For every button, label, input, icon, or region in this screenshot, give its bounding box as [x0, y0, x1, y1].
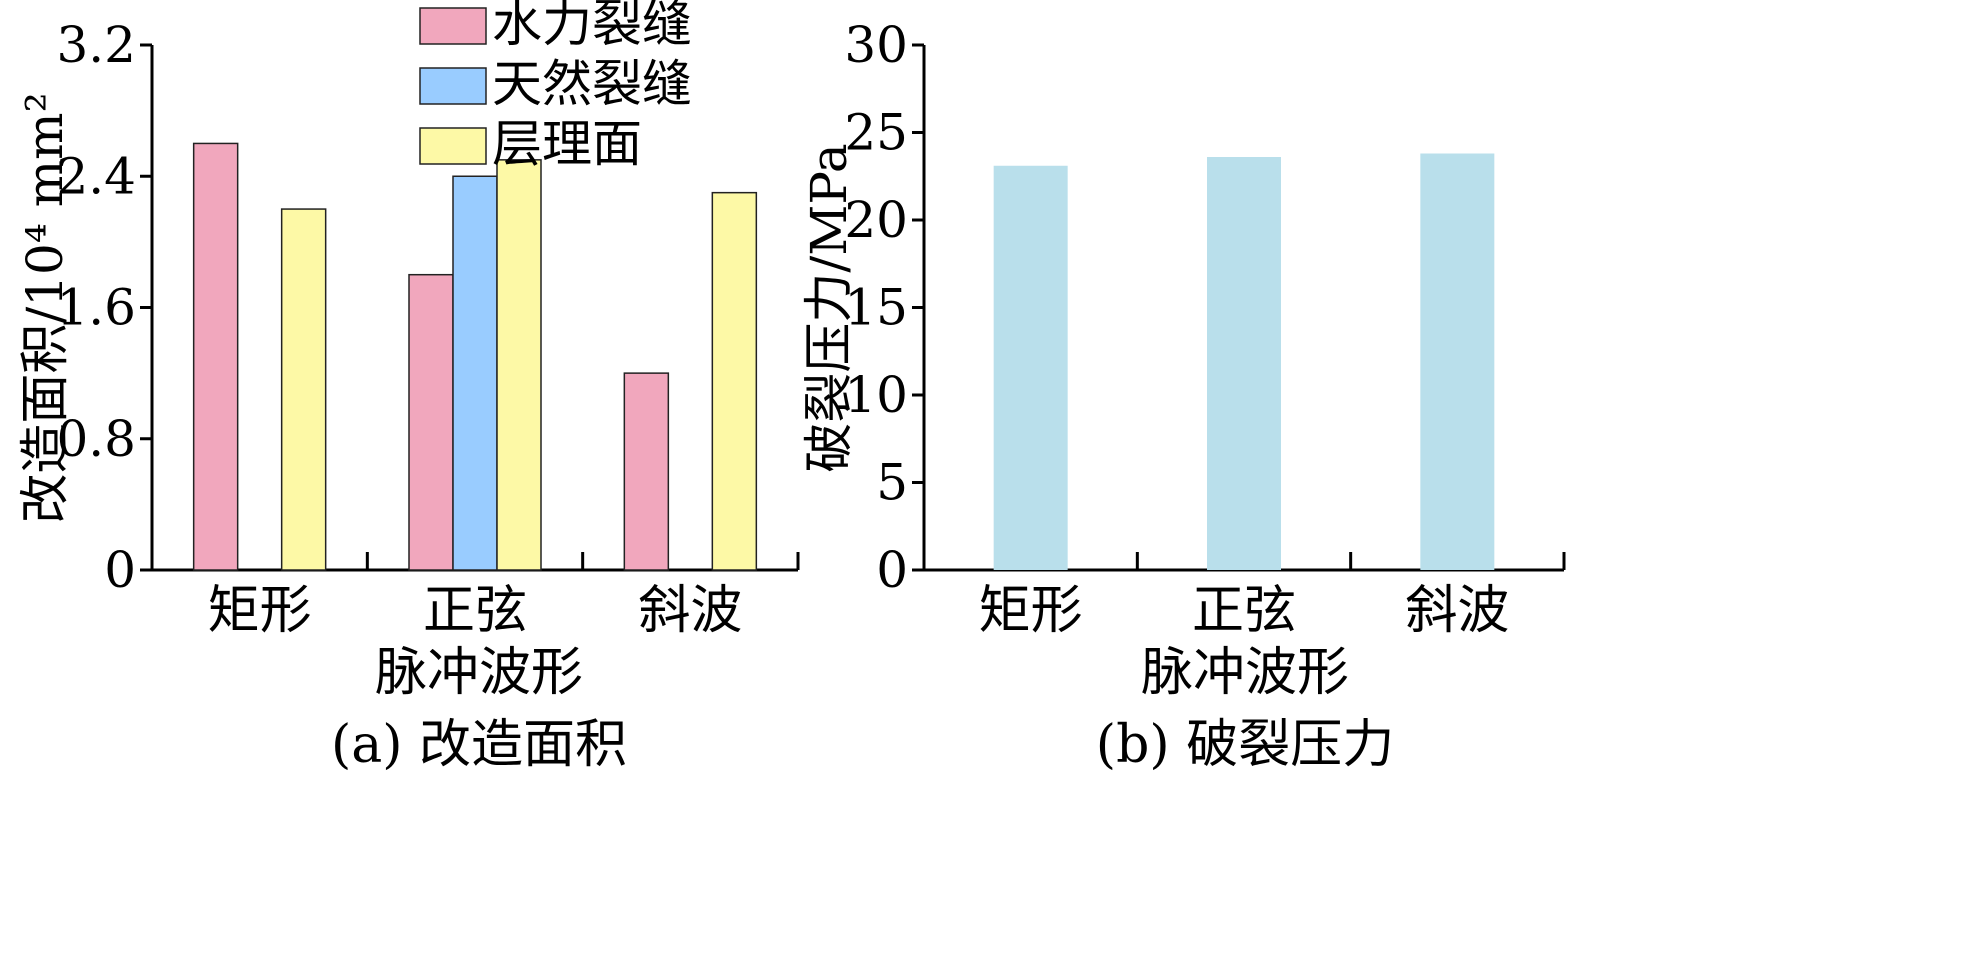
panel-b-ytick-label: 5 [876, 454, 908, 512]
panel-a-ytick-label: 1.6 [56, 279, 136, 337]
panel-a-bar [452, 175, 498, 571]
panel-a: 改造面积/10⁴ mm² 脉冲波形 (a) 改造面积 [16, 92, 627, 775]
panel-a-legend-label: 水力裂缝 [492, 0, 692, 53]
panel-a-legend-swatch [419, 127, 487, 165]
panel-a-category-label: 矩形 [208, 581, 312, 641]
panel-a-legend-label: 天然裂缝 [492, 55, 692, 113]
panel-a-ytick-label: 0.8 [56, 410, 136, 468]
panel-a-ytick-label: 2.4 [56, 147, 136, 205]
panel-b-bar [993, 165, 1068, 570]
panel-a-bar [408, 273, 454, 571]
panel-a-ytick-label: 0 [104, 541, 136, 599]
panel-a-ylabel: 改造面积/10⁴ mm² [16, 92, 74, 523]
panel-b-category-label: 斜波 [1405, 581, 1509, 641]
panel-a-bar [192, 142, 239, 571]
panel-b-ytick-label: 25 [844, 104, 908, 162]
panel-a-category-label: 正弦 [423, 581, 527, 641]
panel-b-bar [1207, 157, 1281, 570]
panel-b-xlabel: 脉冲波形 [1141, 643, 1349, 703]
panel-a-caption: (a) 改造面积 [331, 715, 627, 775]
panel-a-bar [496, 159, 542, 571]
panel-b-ytick-label: 15 [844, 279, 908, 337]
panel-a-bar [623, 372, 670, 571]
panel-a-ytick-label: 3.2 [56, 16, 136, 74]
panel-a-bar [280, 208, 327, 571]
panel-b-ylabel: 破裂压力/MPa [800, 143, 858, 472]
panel-b-bar [1420, 153, 1495, 570]
panel-b-ytick-label: 0 [876, 541, 908, 599]
panel-a-legend-label: 层理面 [492, 115, 642, 173]
panel-b-category-label: 矩形 [979, 581, 1083, 641]
panel-a-category-label: 斜波 [638, 581, 742, 641]
panel-b-ytick-label: 30 [844, 16, 908, 74]
panel-a-legend-swatch [419, 67, 487, 105]
panel-b-category-label: 正弦 [1192, 581, 1296, 641]
panel-b-ytick-label: 10 [844, 366, 908, 424]
panel-a-xlabel: 脉冲波形 [375, 643, 583, 703]
panel-a-bar [711, 191, 758, 571]
panel-b-ytick-label: 20 [844, 191, 908, 249]
panel-b: 破裂压力/MPa 脉冲波形 (b) 破裂压力 [800, 143, 1394, 775]
panel-a-legend-swatch [419, 7, 487, 45]
panel-b-caption: (b) 破裂压力 [1096, 715, 1394, 775]
